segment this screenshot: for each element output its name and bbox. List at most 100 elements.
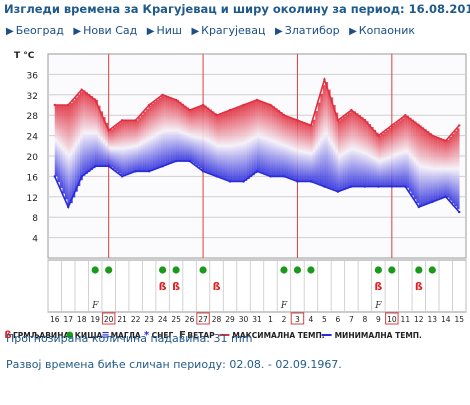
band-segment [390, 156, 394, 187]
band-segment [90, 96, 93, 134]
max-temp-point [242, 103, 245, 107]
band-segment [403, 151, 407, 187]
band-segment [380, 133, 384, 161]
wind-icon: F [91, 301, 99, 311]
x-tick-label: 8 [362, 315, 367, 324]
band-segment [340, 154, 344, 191]
band-segment [317, 143, 321, 185]
min-temp-point [53, 175, 56, 178]
max-temp-point [363, 119, 367, 122]
x-tick-label: 12 [414, 315, 424, 324]
band-segment [176, 99, 179, 131]
band-segment [345, 114, 349, 152]
band-segment [62, 149, 66, 194]
band-segment [107, 147, 111, 167]
x-tick-label: 4 [309, 315, 314, 324]
nav-link-novi-sad[interactable]: ▶ Нови Сад [73, 24, 137, 37]
nav-link-nis[interactable]: ▶ Ниш [147, 24, 182, 37]
y-tick-label: 20 [27, 153, 39, 163]
band-segment [423, 129, 427, 168]
nav-link-kragujevac[interactable]: ▶ Крагујевац [191, 24, 265, 37]
band-segment [408, 117, 412, 155]
band-segment [426, 167, 430, 205]
band-segment [401, 152, 404, 187]
band-segment [181, 132, 184, 162]
band-segment [284, 146, 288, 177]
band-segment [363, 152, 367, 187]
nav-link-kopaonik[interactable]: ▶ Копаоник [349, 24, 415, 37]
band-segment [105, 122, 109, 145]
min-temp-point [134, 170, 137, 173]
band-segment [279, 144, 283, 177]
band-segment [97, 105, 101, 136]
thunder-icon: ß [213, 280, 221, 293]
max-temp-point [53, 103, 56, 107]
band-segment [201, 137, 205, 171]
band-segment [375, 159, 379, 187]
min-temp-point [431, 200, 434, 204]
min-temp-point [269, 175, 272, 178]
band-segment [264, 102, 268, 139]
band-segment [416, 163, 420, 204]
y-axis-label: T °C [14, 51, 35, 61]
band-segment [87, 94, 91, 134]
band-segment [191, 135, 195, 163]
nav-link-label: Златибор [284, 24, 340, 37]
band-segment [244, 142, 248, 181]
legend-label: ВЕТАР [187, 331, 215, 340]
band-segment [168, 97, 172, 131]
x-tick-label: 3 [295, 315, 300, 324]
band-segment [251, 101, 255, 139]
thunder-icon: ß [159, 280, 167, 293]
band-segment [107, 128, 111, 148]
band-segment [153, 101, 157, 136]
city-nav: ▶ Београд ▶ Нови Сад ▶ Ниш ▶ Крагујевац ▶ Зла… [0, 24, 470, 42]
max-temp-point [161, 93, 164, 96]
band-segment [171, 130, 174, 164]
band-segment [193, 108, 197, 137]
band-segment [123, 120, 126, 149]
band-segment [322, 85, 326, 136]
band-segment [401, 118, 404, 153]
band-segment [246, 141, 250, 179]
arrow-right-icon: ▶ [6, 26, 14, 37]
band-segment [74, 97, 78, 145]
y-tick-label: 28 [27, 112, 39, 122]
x-tick-label: 13 [428, 315, 438, 324]
band-segment [449, 168, 452, 201]
x-tick-label: 10 [387, 315, 397, 324]
band-segment [332, 105, 336, 148]
band-segment [186, 107, 190, 135]
max-temp-point [80, 88, 83, 91]
temperature-band [54, 82, 460, 210]
min-temp-point [323, 185, 326, 188]
band-segment [289, 117, 293, 149]
band-segment [219, 145, 222, 178]
max-temp-point [444, 139, 447, 142]
band-segment [69, 153, 73, 204]
band-segment [327, 89, 331, 139]
band-segment [449, 136, 452, 169]
rain-icon [293, 266, 302, 274]
band-segment [355, 113, 359, 150]
band-segment [342, 153, 346, 190]
band-segment [456, 128, 460, 169]
nav-link-beograd[interactable]: ▶ Београд [6, 24, 64, 37]
rain-icon [415, 266, 423, 274]
band-segment [115, 148, 119, 172]
band-segment [277, 110, 281, 144]
band-segment [305, 152, 308, 182]
band-segment [269, 104, 273, 141]
x-tick-label: 28 [212, 315, 222, 324]
min-temp-point [80, 175, 83, 178]
nav-link-zlatibor[interactable]: ▶ Златибор [275, 24, 340, 37]
band-segment [110, 129, 114, 149]
band-segment [102, 117, 106, 142]
rain-icon [280, 266, 288, 274]
max-temp-point [404, 114, 407, 117]
band-segment [418, 166, 422, 207]
band-segment [216, 145, 220, 177]
band-segment [236, 144, 240, 182]
min-temp-point [282, 175, 286, 178]
band-segment [67, 155, 71, 206]
